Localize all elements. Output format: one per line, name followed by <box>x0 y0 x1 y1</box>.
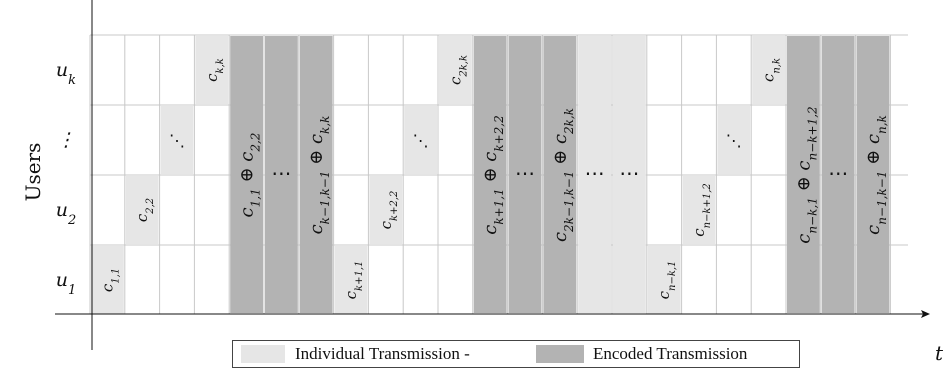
diagonal-dots: ⋱ <box>169 131 185 150</box>
middle-gap-block <box>578 36 611 313</box>
transmission-cells: c1,1c2,2⋱ck,kc1,1 ⊕ c2,2⋯ck−1,k−1 ⊕ ck,k… <box>91 36 890 314</box>
individual-block <box>647 246 681 314</box>
horizontal-dots: ⋯ <box>619 161 639 185</box>
individual-block <box>369 176 403 244</box>
encoded-block <box>473 36 507 313</box>
x-axis-arrowhead <box>921 310 930 318</box>
individual-block <box>334 246 368 314</box>
grid <box>89 34 908 314</box>
diagonal-dots: ⋱ <box>413 131 429 150</box>
axes <box>55 0 930 350</box>
individual-block <box>439 36 472 104</box>
individual-block <box>160 106 194 174</box>
legend-individual-swatch <box>241 345 285 363</box>
encoded-block <box>821 36 855 313</box>
encoded-block <box>265 36 298 313</box>
individual-block <box>125 176 159 244</box>
diagonal-dots: ⋱ <box>726 131 742 150</box>
individual-block <box>682 176 716 244</box>
x-axis-label: t <box>935 341 944 365</box>
individual-block <box>752 36 785 104</box>
individual-block <box>717 106 751 174</box>
legend-encoded-label: Encoded Transmission <box>593 344 748 363</box>
legend-individual-label: Individual Transmission - <box>295 344 470 363</box>
individual-block <box>195 36 229 104</box>
encoded-block <box>230 36 263 313</box>
encoded-block <box>856 36 890 313</box>
horizontal-dots: ⋯ <box>271 161 291 185</box>
encoded-block <box>787 36 820 313</box>
encoded-block <box>508 36 542 313</box>
legend: Individual Transmission - Encoded Transm… <box>232 340 800 368</box>
horizontal-dots: ⋯ <box>828 161 848 185</box>
encoded-block <box>543 36 577 313</box>
user-label: uk <box>56 59 76 88</box>
middle-gap-block <box>613 36 646 313</box>
individual-block <box>404 106 437 174</box>
legend-encoded-swatch <box>536 345 584 363</box>
user-label: ⋮ <box>57 129 76 151</box>
individual-block <box>91 246 124 314</box>
horizontal-dots: ⋯ <box>515 161 535 185</box>
user-label: u1 <box>56 269 77 298</box>
horizontal-dots: ⋯ <box>585 161 605 185</box>
user-labels: u1 u2 ⋮ uk <box>56 59 77 298</box>
y-axis-label: Users <box>21 143 45 202</box>
encoded-block <box>299 36 333 313</box>
user-label: u2 <box>56 199 77 228</box>
